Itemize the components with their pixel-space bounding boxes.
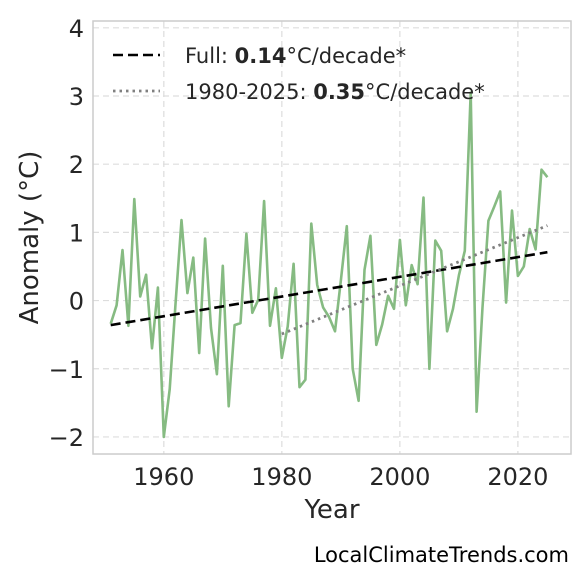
plot-frame xyxy=(92,20,572,455)
source-credit: LocalClimateTrends.com xyxy=(313,543,569,567)
series-lines xyxy=(109,91,549,439)
legend: Full: 0.14°C/decade* 1980-2025: 0.35°C/d… xyxy=(113,44,485,104)
legend-recent-trend-label: 1980-2025: 0.35°C/decade* xyxy=(185,80,485,104)
y-tick-label: 2 xyxy=(69,151,84,179)
y-axis-title: Anomaly (°C) xyxy=(15,151,45,325)
y-tick-label: −1 xyxy=(49,356,84,384)
x-tick-label: 2000 xyxy=(369,463,430,491)
x-axis-ticks: 1960 1980 2000 2020 xyxy=(133,463,548,491)
y-tick-label: 4 xyxy=(69,15,84,43)
x-tick-label: 1980 xyxy=(251,463,312,491)
y-tick-label: 0 xyxy=(69,288,84,316)
recent-trend-line xyxy=(281,224,548,336)
x-axis-title: Year xyxy=(303,495,359,525)
y-axis-ticks: −2 −1 0 1 2 3 4 xyxy=(49,15,84,452)
y-tick-label: 1 xyxy=(69,219,84,247)
legend-full-trend-label: Full: 0.14°C/decade* xyxy=(185,44,406,68)
full-trend-line xyxy=(110,250,548,327)
grid xyxy=(93,21,571,454)
observed-series-line xyxy=(109,91,549,439)
y-tick-label: −2 xyxy=(49,424,84,452)
y-tick-label: 3 xyxy=(69,83,84,111)
x-tick-label: 2020 xyxy=(487,463,548,491)
x-tick-label: 1960 xyxy=(133,463,194,491)
